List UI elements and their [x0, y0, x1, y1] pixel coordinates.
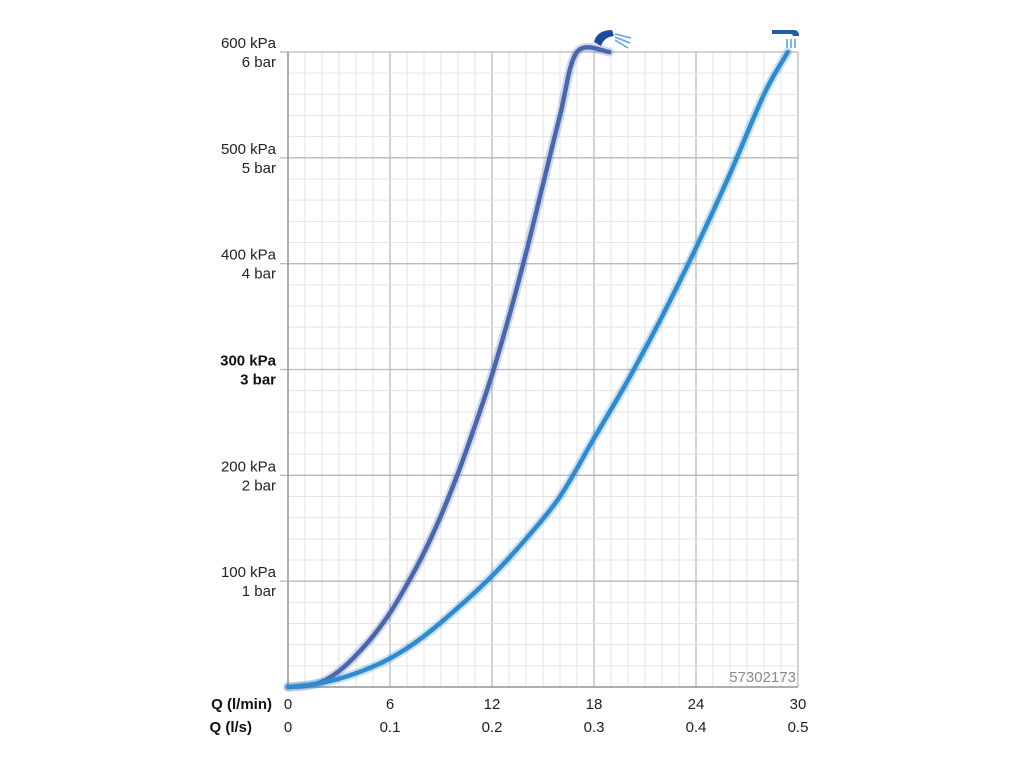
x-tick-label-lmin: 12	[484, 696, 501, 713]
y-tick-label-bar: 4 bar	[242, 266, 276, 283]
x-tick-label-ls: 0	[284, 719, 292, 736]
x-tick-label-lmin: 18	[586, 696, 603, 713]
x-tick-label-ls: 0.4	[686, 719, 707, 736]
x-tick-label-ls: 0.2	[482, 719, 503, 736]
y-tick-label-kpa: 100 kPa	[221, 564, 277, 581]
y-tick-label-kpa: 300 kPa	[220, 353, 277, 370]
rain-shower-head-icon	[772, 30, 799, 48]
x-tick-label-ls: 0.5	[788, 719, 809, 736]
y-tick-label-bar: 6 bar	[242, 54, 276, 71]
y-tick-label-kpa: 600 kPa	[221, 35, 277, 52]
y-tick-label-bar: 1 bar	[242, 583, 276, 600]
chart-series	[283, 42, 793, 692]
series-glow-1	[283, 42, 614, 692]
x-axis-label-primary: Q (l/min)	[211, 696, 272, 713]
y-tick-label-kpa: 500 kPa	[221, 141, 277, 158]
x-tick-label-ls: 0.1	[380, 719, 401, 736]
y-tick-label-kpa: 200 kPa	[221, 458, 277, 475]
y-tick-label-bar: 5 bar	[242, 160, 276, 177]
series-line-1	[285, 45, 612, 690]
series-line-2	[285, 49, 791, 690]
chart-grid	[280, 51, 799, 688]
x-tick-label-ls: 0.3	[584, 719, 605, 736]
product-code-label: 57302173	[729, 669, 796, 686]
x-tick-label-lmin: 0	[284, 696, 292, 713]
x-tick-label-lmin: 30	[790, 696, 807, 713]
x-tick-label-lmin: 6	[386, 696, 394, 713]
x-tick-label-lmin: 24	[688, 696, 705, 713]
x-axis-tick-labels: 0 0 6 0.1 12 0.2 18 0.3 24 0.4 30 0.5	[284, 696, 809, 736]
x-axis-label-secondary: Q (l/s)	[209, 719, 252, 736]
y-tick-label-bar: 2 bar	[242, 477, 276, 494]
y-axis-tick-labels: 100 kPa 1 bar 200 kPa 2 bar 300 kPa 3 bar 400 …	[220, 35, 277, 600]
y-tick-label-bar: 3 bar	[240, 372, 276, 389]
y-tick-label-kpa: 400 kPa	[221, 247, 277, 264]
spray-shower-head-icon	[594, 30, 632, 49]
